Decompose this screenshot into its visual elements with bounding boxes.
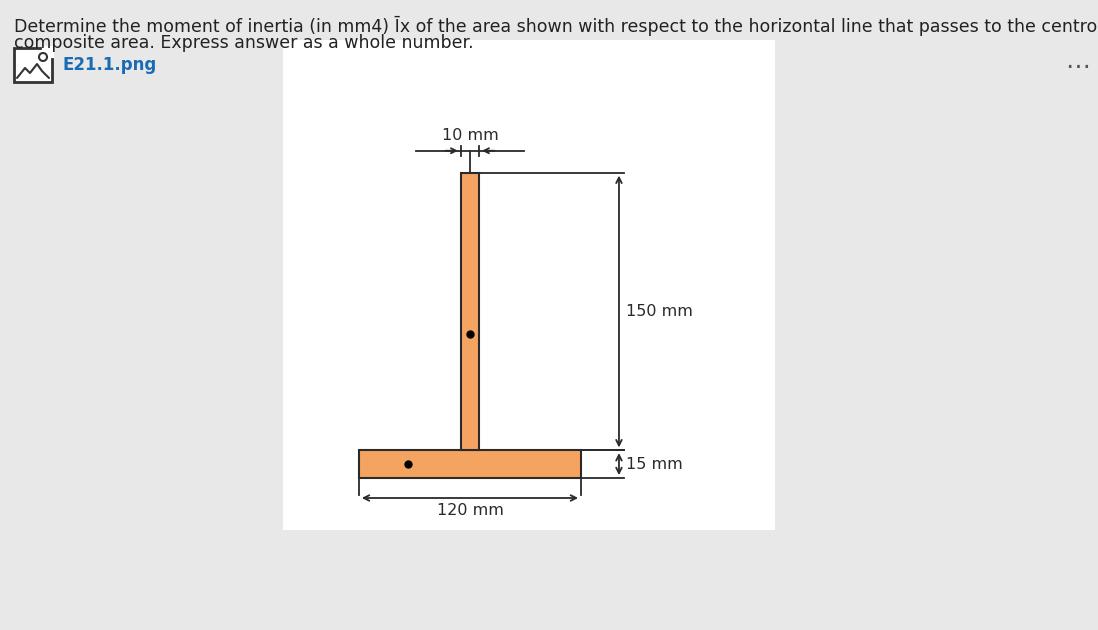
Text: Determine the moment of inertia (in mm4) Īx of the area shown with respect to th: Determine the moment of inertia (in mm4)… bbox=[14, 16, 1098, 36]
Text: 15 mm: 15 mm bbox=[626, 457, 683, 472]
Bar bbox=[283, 40, 775, 530]
Bar bbox=[359, 450, 581, 478]
Text: 10 mm: 10 mm bbox=[441, 128, 498, 143]
FancyBboxPatch shape bbox=[14, 48, 52, 82]
Text: 120 mm: 120 mm bbox=[437, 503, 503, 518]
Text: 150 mm: 150 mm bbox=[626, 304, 693, 319]
Text: composite area. Express answer as a whole number.: composite area. Express answer as a whol… bbox=[14, 34, 473, 52]
Text: E21.1.png: E21.1.png bbox=[61, 56, 156, 74]
Text: ⋯: ⋯ bbox=[1065, 55, 1090, 79]
Bar bbox=[461, 173, 479, 450]
